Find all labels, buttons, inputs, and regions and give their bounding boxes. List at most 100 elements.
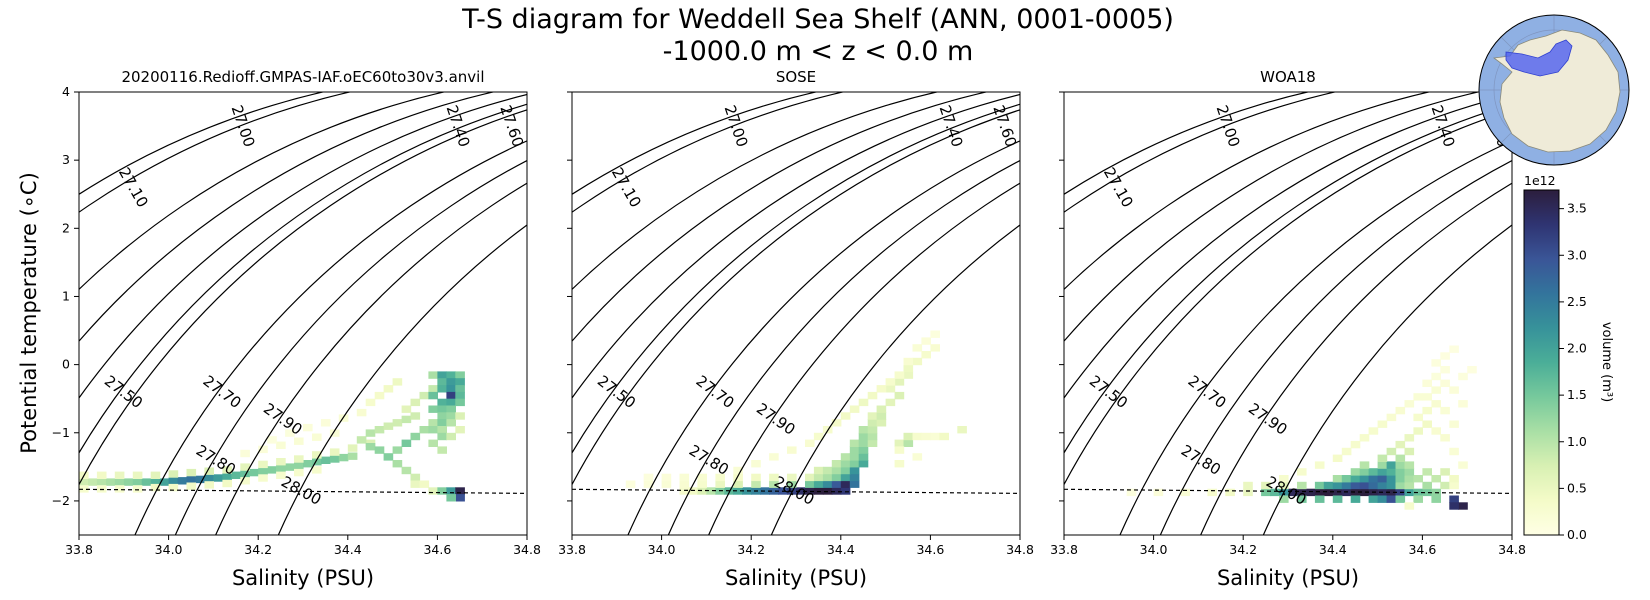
heatmap-cell	[1422, 468, 1432, 476]
heatmap-cell	[392, 419, 403, 427]
heatmap-cell	[849, 473, 860, 482]
density-contour-label: 27.50	[1086, 372, 1131, 412]
heatmap-cell	[858, 432, 869, 441]
heatmap-cell	[957, 426, 967, 434]
x-tick-label: 34.2	[244, 542, 272, 557]
heatmap-cell	[455, 391, 465, 400]
heatmap-cell	[365, 398, 376, 407]
heatmap-cell	[1458, 400, 1468, 408]
heatmap-cell	[1386, 413, 1397, 422]
x-tick-label: 34.4	[1319, 542, 1347, 557]
heatmap-cell	[858, 453, 869, 461]
heatmap-cell	[186, 475, 197, 484]
heatmap-cell	[1297, 468, 1307, 476]
density-contour	[1200, 182, 1512, 535]
heatmap-cell	[437, 398, 447, 407]
heatmap-cell	[437, 432, 447, 441]
heatmap-cell	[401, 439, 412, 447]
heatmap-cell	[903, 357, 914, 366]
heatmap-cell	[132, 478, 143, 486]
freezing-line-path	[572, 488, 1020, 494]
heatmap-cell	[1404, 400, 1415, 408]
heatmap-cell	[697, 480, 707, 488]
heatmap-cell	[1449, 447, 1459, 456]
heatmap-cell	[1359, 481, 1370, 490]
heatmap-cell	[168, 470, 179, 478]
heatmap-cell	[1332, 454, 1343, 462]
heatmap-cell	[831, 473, 842, 482]
heatmap-cell	[204, 481, 214, 489]
heatmap-cell	[787, 446, 797, 454]
heatmap-cell	[374, 426, 385, 434]
heatmap-cell	[1332, 475, 1343, 483]
heatmap-cell	[751, 480, 761, 488]
heatmap-cell	[383, 422, 394, 430]
heatmap-cell	[1368, 427, 1379, 435]
heatmap-cell	[446, 419, 456, 427]
heatmap-cell	[1458, 502, 1468, 510]
heatmap-cell	[1359, 475, 1370, 483]
density-contour	[1064, 93, 1512, 400]
heatmap-cell	[1386, 468, 1397, 476]
heatmap-cell	[114, 485, 125, 493]
heatmap-cell	[661, 480, 672, 488]
heatmap-cell	[303, 460, 313, 468]
freezing-line-path	[1064, 488, 1512, 494]
density-contour	[79, 92, 496, 343]
heatmap-cell	[1422, 481, 1432, 490]
heatmap-cell	[858, 446, 869, 454]
density-contour-label: 27.40	[443, 103, 474, 149]
heatmap-cell	[428, 405, 438, 413]
heatmap-cell	[356, 408, 367, 417]
x-tick-label: 34.6	[916, 542, 944, 557]
heatmap-cell	[1207, 488, 1217, 497]
x-tick-label: 34.2	[1229, 542, 1257, 557]
heatmap-cell	[1431, 359, 1441, 367]
heatmap-cell	[186, 468, 197, 477]
heatmap-cell	[796, 487, 806, 495]
heatmap-cell	[840, 473, 851, 482]
heatmap-cell	[437, 412, 447, 420]
heatmap-cell	[1386, 447, 1397, 456]
heatmap-cell	[1359, 488, 1370, 497]
heatmap-cell	[437, 405, 447, 413]
freezing-line-path	[79, 488, 527, 494]
heatmap-cell	[643, 480, 654, 488]
heatmap-cell	[1350, 495, 1361, 503]
heatmap-cell	[1153, 488, 1164, 497]
heatmap-cell	[1350, 488, 1361, 497]
heatmap-cell	[410, 412, 421, 420]
heatmap-cell	[1297, 481, 1307, 490]
x-tick-label: 34.0	[648, 542, 676, 557]
y-tick-label: 4	[62, 84, 70, 99]
density-contour-label: 27.00	[1213, 103, 1244, 149]
heatmap-cell	[1431, 400, 1441, 408]
heatmap-cell	[1431, 495, 1441, 503]
heatmap-cell	[822, 466, 833, 475]
heatmap-cell	[446, 487, 456, 495]
density-contour	[1119, 140, 1512, 535]
y-axis-ticks	[1059, 91, 1064, 502]
panel-sose: SOSE 27.00 27.10 27.40 27.50 27.60 27.70 27.80…	[558, 68, 1034, 590]
freezing-line	[79, 488, 527, 494]
heatmap-cell	[79, 478, 89, 486]
density-contour-label: 27.00	[228, 103, 259, 149]
colorbar-label: volume (m³)	[1599, 322, 1614, 402]
heatmap-cell	[383, 453, 394, 461]
heatmap-cell	[294, 437, 304, 445]
x-tick-label: 33.8	[65, 542, 93, 557]
density-contour-label: 27.90	[753, 399, 799, 438]
heatmap-cell	[1404, 434, 1415, 442]
heatmap-cell	[446, 494, 456, 502]
density-contour	[1262, 224, 1512, 535]
heatmap-cell	[1440, 352, 1450, 360]
heatmap-cell	[428, 426, 438, 434]
heatmap-cell	[813, 432, 824, 441]
heatmap-cell	[240, 463, 250, 471]
heatmap-cell	[186, 482, 197, 490]
heatmap-cell	[912, 344, 923, 352]
colorbar-tick-label: 1.0	[1567, 434, 1587, 449]
heatmap-cell	[195, 475, 206, 484]
heatmap-cell	[258, 474, 268, 482]
figure-title-line2: -1000.0 m < z < 0.0 m	[663, 36, 974, 67]
